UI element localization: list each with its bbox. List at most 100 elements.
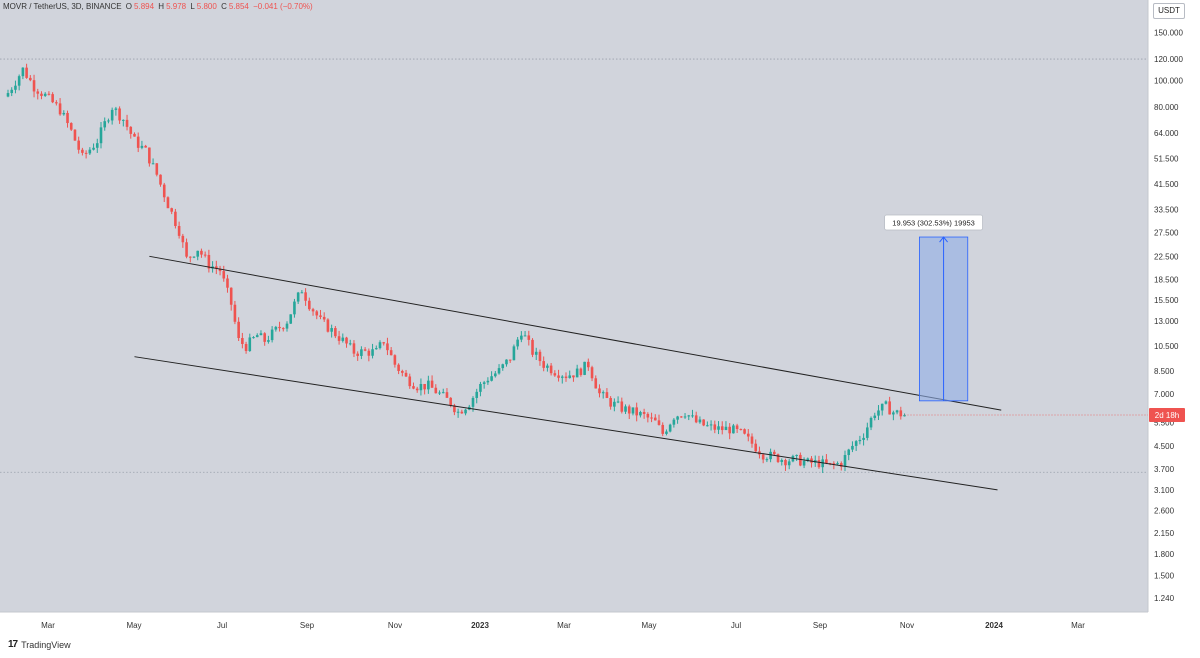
candle	[69, 123, 73, 130]
candle	[419, 383, 423, 391]
candle	[668, 424, 672, 432]
candle	[873, 415, 877, 418]
candle	[497, 368, 501, 374]
y-tick-label: 120.000	[1154, 55, 1183, 64]
candle	[404, 372, 408, 377]
candle	[773, 451, 776, 455]
candle	[330, 328, 333, 332]
y-tick-label: 13.000	[1154, 317, 1179, 326]
candle	[479, 383, 482, 392]
candle	[720, 426, 724, 431]
candle	[73, 129, 77, 141]
candle	[233, 304, 237, 322]
candle	[389, 350, 393, 356]
candle	[575, 368, 579, 378]
candle	[397, 364, 400, 371]
candle	[29, 77, 32, 81]
candle	[289, 314, 293, 324]
candle	[453, 405, 456, 413]
candle	[724, 426, 728, 431]
candle	[694, 415, 698, 423]
candle	[58, 103, 62, 115]
candle	[609, 397, 612, 407]
candle	[136, 136, 140, 148]
y-tick-label: 100.000	[1154, 77, 1183, 86]
candle	[125, 119, 129, 127]
candle	[464, 409, 467, 414]
x-tick-label: Mar	[41, 621, 55, 630]
candle	[787, 461, 791, 466]
x-tick-label: Sep	[813, 621, 828, 630]
y-tick-label: 7.000	[1154, 390, 1175, 399]
candle	[512, 346, 516, 361]
candle	[281, 328, 285, 330]
y-tick-label: 2.600	[1154, 507, 1175, 516]
candle	[308, 300, 311, 310]
candle	[594, 378, 598, 389]
candle	[203, 254, 207, 256]
candle	[185, 242, 188, 257]
candle	[739, 429, 743, 431]
candle	[587, 361, 590, 368]
price-range-label-box	[884, 214, 983, 231]
candle	[95, 143, 99, 148]
candle	[270, 329, 274, 341]
candle	[110, 109, 114, 121]
candle	[144, 145, 147, 148]
candle	[501, 364, 505, 369]
candle	[267, 340, 270, 342]
candle	[531, 339, 534, 355]
candle	[661, 424, 665, 434]
y-tick-label: 64.000	[1154, 129, 1179, 138]
candle	[107, 120, 110, 122]
candle	[746, 433, 750, 437]
y-tick-label: 41.500	[1154, 180, 1179, 189]
candle	[877, 410, 880, 416]
candle	[828, 463, 832, 465]
candle	[471, 397, 475, 407]
candle	[412, 386, 415, 389]
candle	[616, 401, 620, 403]
candle	[77, 140, 80, 150]
x-tick-label: Nov	[900, 621, 914, 630]
candle	[55, 102, 58, 104]
candle	[486, 380, 490, 383]
candle	[895, 410, 899, 413]
symbol-label[interactable]: MOVR / TetherUS, 3D, BINANCE	[3, 2, 122, 11]
candle	[363, 349, 367, 351]
candle	[851, 445, 854, 450]
candle	[222, 271, 226, 279]
candle	[371, 349, 374, 356]
currency-badge[interactable]: USDT	[1153, 3, 1185, 19]
candle	[475, 391, 479, 398]
candle	[583, 361, 586, 375]
arrow-head-icon	[939, 236, 948, 243]
candle	[285, 323, 289, 329]
candle	[162, 184, 166, 198]
open-value: 5.894	[134, 2, 155, 11]
candle	[810, 458, 813, 463]
x-tick-label: Mar	[1071, 621, 1085, 630]
candle	[880, 403, 884, 411]
candle	[300, 292, 304, 294]
candle	[847, 449, 851, 456]
x-tick-label: May	[126, 621, 141, 630]
candle	[799, 454, 802, 466]
candle	[523, 335, 527, 337]
candle	[114, 108, 118, 110]
candle	[899, 410, 903, 417]
candle	[315, 311, 319, 316]
candle	[657, 420, 661, 425]
candle	[858, 439, 862, 442]
candle	[579, 368, 583, 375]
candle	[386, 343, 389, 351]
candle	[836, 463, 839, 465]
y-tick-label: 3.700	[1154, 465, 1175, 474]
price-scale	[1148, 0, 1200, 658]
candle	[553, 373, 557, 376]
close-label: C	[221, 2, 227, 11]
x-tick-label: Nov	[388, 621, 402, 630]
candle	[415, 388, 419, 391]
candle	[665, 431, 668, 434]
